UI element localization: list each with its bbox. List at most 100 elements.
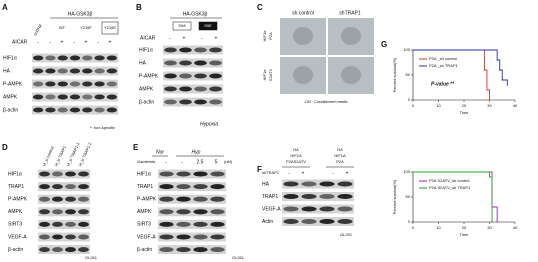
blot-band — [57, 107, 68, 113]
box — [101, 21, 119, 35]
label: VEGF-A — [137, 234, 156, 240]
blot-band — [94, 107, 105, 113]
blot-strip — [38, 207, 90, 217]
blot-band — [319, 206, 335, 212]
blot-band — [45, 55, 56, 61]
label: AICAR — [140, 35, 156, 41]
blot-band — [94, 81, 105, 87]
blot-band — [179, 47, 192, 53]
blot-band — [69, 81, 81, 87]
blot-band — [82, 68, 93, 74]
blot-band — [39, 184, 50, 190]
blot-band — [210, 171, 225, 177]
blot-strip — [163, 58, 223, 68]
label: AMPK — [3, 94, 18, 100]
label: - — [49, 39, 51, 45]
legend-label: P2A _sh control — [429, 56, 457, 61]
blot-band — [301, 206, 317, 212]
label: S9A — [178, 23, 186, 28]
blot-band — [45, 68, 56, 74]
label: AMPK — [139, 86, 154, 92]
blot-band — [32, 55, 44, 61]
blot-band — [69, 55, 81, 61]
blot-strip — [38, 219, 90, 229]
panel-label: A — [2, 3, 8, 12]
blot-band — [52, 171, 63, 177]
blot-band — [52, 234, 63, 240]
label: Hyp — [192, 149, 201, 155]
label: - — [37, 39, 39, 45]
blot-band — [106, 68, 118, 74]
label: - — [181, 159, 183, 165]
blot-strip — [158, 207, 226, 217]
blot-band — [65, 196, 76, 202]
label: SIRT3 — [8, 222, 22, 228]
panel-label: F — [257, 165, 262, 174]
blot-band — [159, 247, 174, 253]
panel-label: B — [136, 3, 142, 12]
x-tick-label: 40 — [513, 103, 518, 108]
label: HIF1α — [137, 171, 151, 177]
blot-band — [176, 221, 191, 227]
y-tick-label: 100 — [403, 169, 410, 174]
label: HA — [139, 60, 147, 66]
x-tick-label: 40 — [513, 225, 518, 230]
blot-band — [159, 234, 174, 240]
label: CM : Conditioned media — [305, 99, 349, 104]
blot-strip — [163, 71, 223, 81]
label: + — [85, 39, 88, 45]
blot-band — [106, 107, 118, 113]
blot-band — [194, 99, 207, 105]
label: *: non-specific — [90, 125, 115, 130]
blot-band — [176, 171, 191, 177]
label: - — [165, 159, 167, 165]
label: pcDNA — [32, 23, 43, 37]
label: HIF1A — [334, 153, 346, 158]
x-tick-label: 20 — [462, 103, 467, 108]
legend-label: P2A S2ATV_sh control — [429, 178, 470, 183]
label: AICAR — [12, 39, 28, 45]
label: GL261 — [232, 255, 245, 260]
survival-curve — [413, 49, 508, 85]
label: HIF1α — [262, 30, 267, 42]
blot-band — [32, 81, 44, 87]
label: WT — [59, 25, 66, 30]
blot-band — [176, 247, 191, 253]
blot-strip — [163, 45, 223, 55]
blot-band — [319, 193, 335, 200]
label: HIF1α — [8, 171, 22, 177]
y-axis-label: Percent survival(%) — [392, 179, 397, 214]
blot-strip — [282, 204, 354, 214]
blot-band — [94, 94, 105, 100]
blot-strip — [158, 194, 226, 204]
blot-band — [57, 68, 68, 74]
blot-strip — [282, 192, 354, 201]
blot-band — [283, 193, 299, 200]
blot-band — [159, 196, 174, 202]
blot-band — [106, 55, 118, 61]
blot-band — [164, 47, 177, 53]
blot-band — [176, 184, 191, 190]
blot-band — [337, 193, 353, 200]
blot-band — [65, 184, 76, 190]
blot-band — [193, 171, 208, 177]
label: Nor — [156, 149, 164, 155]
label: β-actin — [137, 247, 152, 253]
annotation: P-value ** — [431, 81, 455, 87]
blot-band — [52, 221, 63, 227]
label: β-actin — [139, 99, 154, 105]
blot-band — [78, 247, 89, 253]
panel-label: G — [381, 40, 387, 49]
blot-band — [65, 234, 76, 240]
label: VEGF-A — [262, 206, 281, 212]
blot-band — [45, 81, 56, 87]
label: TRAP1 — [262, 194, 278, 200]
row-label: HIF1α P2A — [262, 30, 273, 42]
blot-strip — [38, 182, 90, 192]
label: P-AMPK — [3, 81, 23, 87]
label: S9E — [204, 23, 212, 28]
label: shTRAP1 — [339, 10, 361, 16]
blot-band — [106, 94, 118, 100]
blot-band — [179, 99, 192, 105]
